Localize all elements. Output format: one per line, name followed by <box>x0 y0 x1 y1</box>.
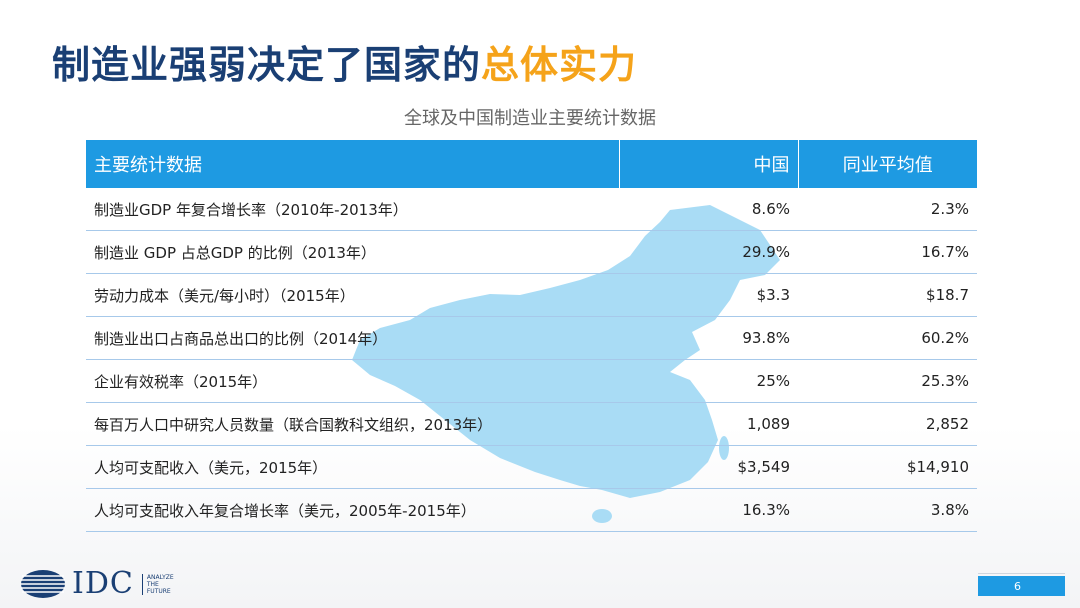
table-caption: 全球及中国制造业主要统计数据 <box>404 108 656 129</box>
average-value: $18.7 <box>798 273 977 317</box>
statistics-table: 主要统计数据 中国 同业平均值 制造业GDP 年复合增长率（2010年-2013… <box>86 140 977 532</box>
tagline-line: THE <box>146 580 159 588</box>
table-row: 人均可支配收入年复合增长率（美元，2005年-2015年） 16.3% 3.8% <box>86 488 977 532</box>
page-divider <box>978 573 1065 574</box>
metric-label: 人均可支配收入年复合增长率（美元，2005年-2015年） <box>86 488 619 532</box>
table-row: 制造业GDP 年复合增长率（2010年-2013年） 8.6% 2.3% <box>86 188 977 231</box>
china-value: 1,089 <box>619 402 798 446</box>
china-value: 25% <box>619 359 798 403</box>
table-row: 制造业出口占商品总出口的比例（2014年） 93.8% 60.2% <box>86 316 977 360</box>
average-value: 3.8% <box>798 488 977 532</box>
header-metric: 主要统计数据 <box>86 140 620 188</box>
metric-label: 劳动力成本（美元/每小时）（2015年） <box>86 273 619 317</box>
metric-label: 制造业出口占商品总出口的比例（2014年） <box>86 316 619 360</box>
slide-title-highlight: 总体实力 <box>481 43 638 87</box>
tagline-line: ANALYZE <box>146 573 174 581</box>
metric-label: 企业有效税率（2015年） <box>86 359 619 403</box>
china-value: 29.9% <box>619 230 798 274</box>
average-value: 2,852 <box>798 402 977 446</box>
idc-tagline: ANALYZE THE FUTURE <box>141 573 174 595</box>
average-value: 60.2% <box>798 316 977 360</box>
table-row: 制造业 GDP 占总GDP 的比例（2013年） 29.9% 16.7% <box>86 230 977 274</box>
average-value: 25.3% <box>798 359 977 403</box>
idc-globe-logo-icon <box>21 570 65 598</box>
header-industry-average: 同业平均值 <box>798 140 977 188</box>
table-row: 劳动力成本（美元/每小时）（2015年） $3.3 $18.7 <box>86 273 977 317</box>
china-value: 16.3% <box>619 488 798 532</box>
metric-label: 人均可支配收入（美元，2015年） <box>86 445 619 489</box>
table-row: 人均可支配收入（美元，2015年） $3,549 $14,910 <box>86 445 977 489</box>
china-value: $3,549 <box>619 445 798 489</box>
china-value: 8.6% <box>619 188 798 231</box>
page-number: 6 <box>978 576 1065 596</box>
china-value: 93.8% <box>619 316 798 360</box>
idc-logo: IDC ANALYZE THE FUTURE <box>20 568 174 600</box>
table-row: 企业有效税率（2015年） 25% 25.3% <box>86 359 977 403</box>
average-value: 16.7% <box>798 230 977 274</box>
metric-label: 每百万人口中研究人员数量（联合国教科文组织，2013年） <box>86 402 619 446</box>
table-row: 每百万人口中研究人员数量（联合国教科文组织，2013年） 1,089 2,852 <box>86 402 977 446</box>
slide-title-main: 制造业强弱决定了国家的 <box>52 43 482 87</box>
tagline-line: FUTURE <box>146 587 171 595</box>
metric-label: 制造业 GDP 占总GDP 的比例（2013年） <box>86 230 619 274</box>
metric-label: 制造业GDP 年复合增长率（2010年-2013年） <box>86 188 619 231</box>
idc-logo-text: IDC <box>72 566 134 601</box>
average-value: 2.3% <box>798 188 977 231</box>
slide-title: 制造业强弱决定了国家的总体实力 <box>52 34 637 89</box>
header-china: 中国 <box>619 140 799 188</box>
average-value: $14,910 <box>798 445 977 489</box>
table-header-row: 主要统计数据 中国 同业平均值 <box>86 140 977 188</box>
china-value: $3.3 <box>619 273 798 317</box>
